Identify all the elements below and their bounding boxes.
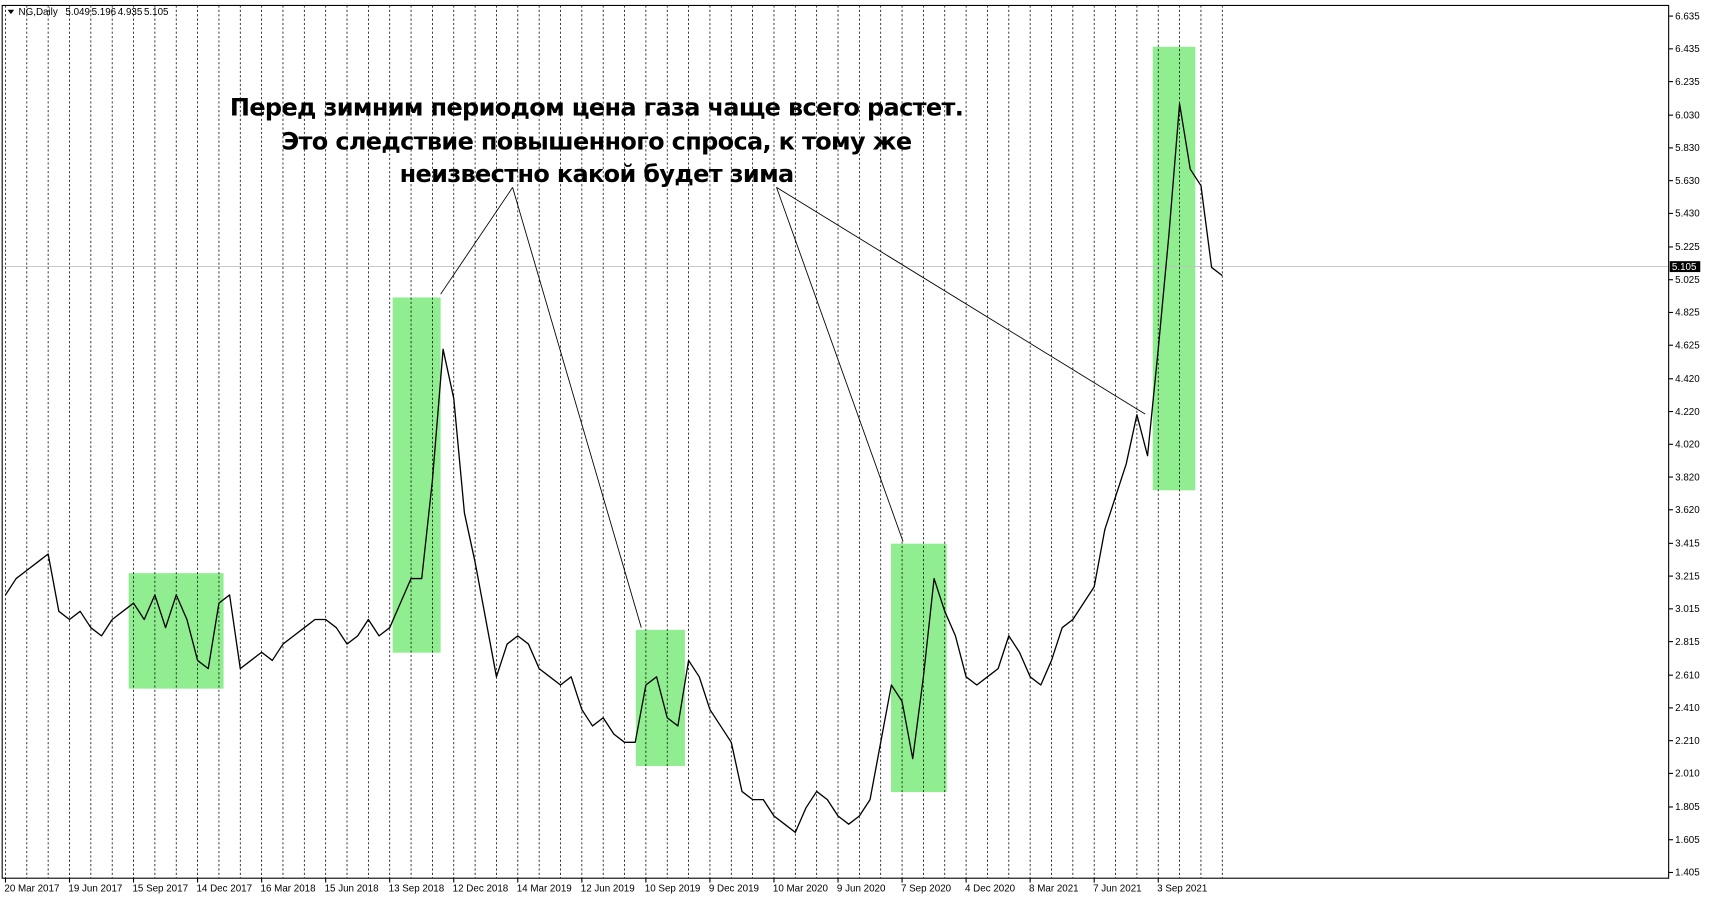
y-tick-label: 3.015 [1675,604,1700,615]
x-tick-label: 7 Jun 2021 [1093,883,1142,894]
pointer-line [776,187,1146,415]
x-tick-label: 10 Mar 2020 [773,883,829,894]
x-tick-label: 19 Jun 2017 [68,883,122,894]
y-tick-label: 4.420 [1675,374,1700,385]
y-tick-label: 2.610 [1675,670,1700,681]
low: 4.935 [118,7,143,18]
x-tick-label: 3 Sep 2021 [1157,883,1207,894]
y-tick-label: 4.220 [1675,407,1700,418]
pointer-line [512,187,642,628]
close: 5.105 [144,7,169,18]
plot-frame [1,4,1670,879]
header: NG,Daily 5.049 5.196 4.935 5.105 [7,7,169,18]
y-tick-label: 1.805 [1675,802,1700,813]
y-tick-label: 5.630 [1675,176,1700,187]
y-tick-label: 1.405 [1675,868,1700,879]
y-tick-label: 3.820 [1675,472,1700,483]
y-tick-label: 6.635 [1675,11,1700,22]
y-tick-label: 3.215 [1675,571,1700,582]
highlights [128,46,1196,793]
x-tick-label: 9 Dec 2019 [709,883,759,894]
highlight-box [1152,46,1196,491]
y-tick-label: 2.010 [1675,769,1700,780]
y-tick-label: 5.025 [1675,275,1700,286]
x-tick-label: 15 Jun 2018 [325,883,380,894]
menu-arrow[interactable] [7,9,15,15]
x-tick-label: 12 Jun 2019 [581,883,635,894]
plot [2,103,1669,834]
pointer-line [776,187,904,542]
y-tick-label: 6.235 [1675,77,1700,88]
y-tick-label: 5.225 [1675,242,1700,253]
y-tick-label: 3.415 [1675,539,1700,550]
open: 5.049 [65,7,90,18]
x-tick-label: 20 Mar 2017 [4,883,59,894]
x-tick-label: 10 Sep 2019 [645,883,701,894]
y-tick-label: 4.020 [1675,440,1700,451]
y-tick-label: 3.620 [1675,505,1700,516]
x-tick-label: 15 Sep 2017 [132,883,188,894]
y-tick-label: 5.830 [1675,143,1700,154]
y-tick-label: 2.815 [1675,637,1700,648]
x-tick-label: 14 Mar 2019 [517,883,572,894]
pointer-line [440,187,513,295]
x-tick-label: 12 Dec 2018 [453,883,509,894]
y-tick-label: 2.410 [1675,703,1700,714]
x-tick-label: 7 Sep 2020 [901,883,952,894]
period-separators [5,5,1223,879]
price-line [4,103,1223,834]
annotation: Перед зимним периодом цена газа чаще все… [230,94,1146,628]
y-tick-label: 6.435 [1675,44,1700,55]
y-tick-label: 2.210 [1675,736,1700,747]
x-tick-label: 4 Dec 2020 [965,883,1016,894]
current-price-box [1669,261,1701,273]
current-price-label: 5.105 [1672,262,1697,273]
high: 5.196 [92,7,117,18]
annotation-line: Перед зимним периодом цена газа чаще все… [230,94,963,122]
annotation-line: Это следствие повышенного спроса, к тому… [282,127,912,155]
x-tick-label: 14 Dec 2017 [196,883,252,894]
highlight-box [891,543,947,793]
x-tick-label: 13 Sep 2018 [389,883,445,894]
y-tick-label: 6.030 [1675,110,1700,121]
x-tick-label: 8 Mar 2021 [1029,883,1079,894]
x-tick-label: 9 Jun 2020 [837,883,886,894]
symbol: NG,Daily [19,7,58,18]
x-tick-label: 16 Mar 2018 [261,883,317,894]
y-tick-label: 1.605 [1675,835,1700,846]
y-tick-label: 4.825 [1675,308,1700,319]
annotation-line: неизвестно какой будет зима [400,160,794,188]
y-tick-label: 4.625 [1675,340,1700,351]
y-tick-label: 5.430 [1675,209,1700,220]
